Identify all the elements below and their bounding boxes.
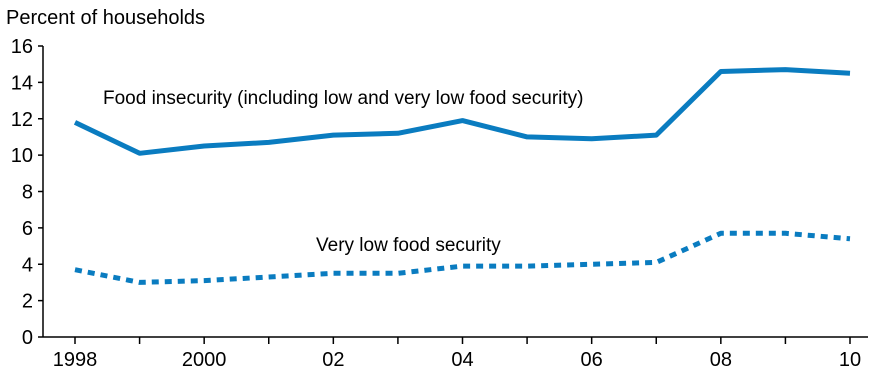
y-tick-label: 6 (22, 218, 33, 240)
series-label-food-insecurity: Food insecurity (including low and very … (103, 88, 584, 109)
y-tick-label: 0 (22, 327, 33, 349)
x-tick-label: 04 (451, 349, 473, 371)
y-tick-label: 16 (11, 36, 33, 58)
x-tick-label: 2000 (182, 349, 227, 371)
series-label-very-low-food-security: Very low food security (316, 235, 501, 256)
series-line-food-insecurity (73, 67, 851, 156)
y-tick-label: 8 (22, 182, 33, 204)
series-lines (73, 67, 851, 285)
y-tick-label: 2 (22, 291, 33, 313)
x-ticks: 1998 2000 02 04 06 08 10 (53, 337, 861, 371)
y-tick-label: 12 (11, 109, 33, 131)
x-tick-label: 1998 (53, 349, 98, 371)
x-tick-label: 08 (710, 349, 732, 371)
y-tick-label: 4 (22, 254, 33, 276)
x-tick-label: 10 (839, 349, 861, 371)
y-tick-label: 10 (11, 145, 33, 167)
x-tick-label: 02 (322, 349, 344, 371)
y-axis-title: Percent of households (6, 7, 205, 29)
y-tick-label: 14 (11, 72, 33, 94)
x-tick-label: 06 (581, 349, 603, 371)
y-ticks: 0 2 4 6 8 10 12 14 16 (11, 36, 43, 349)
